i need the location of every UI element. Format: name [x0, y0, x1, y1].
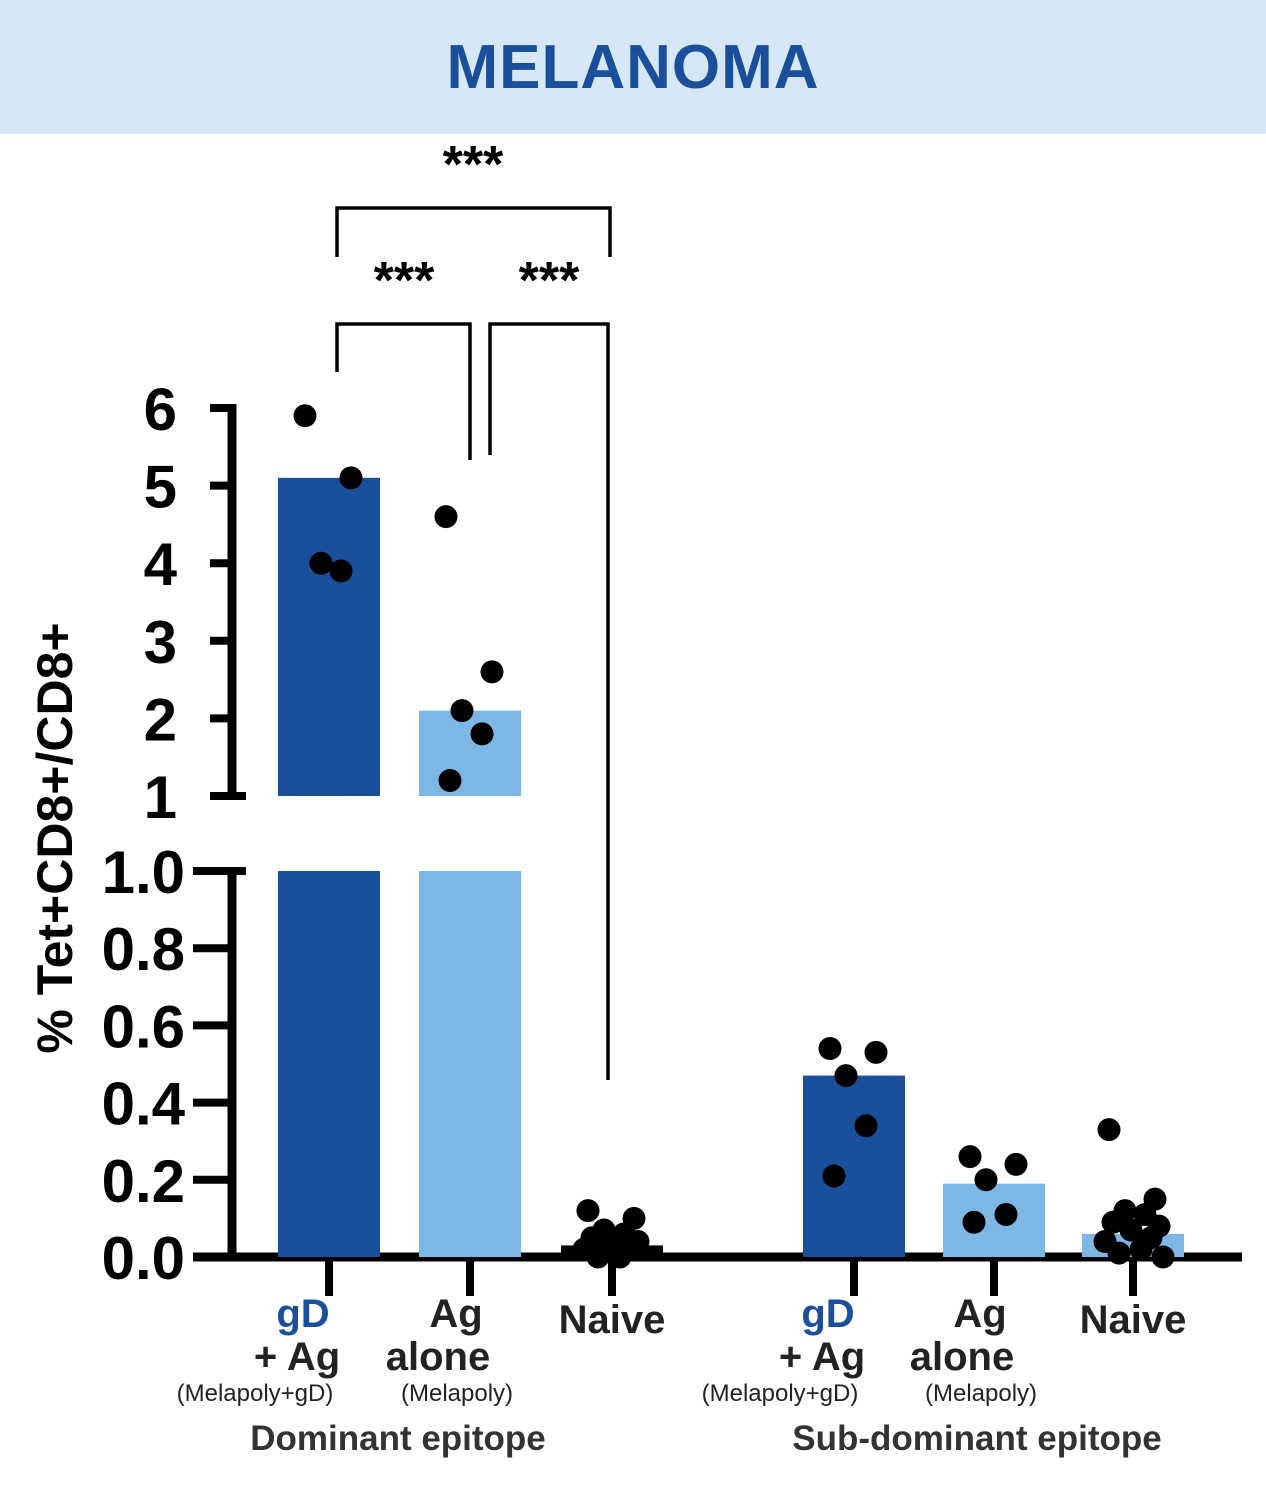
y-tick-label: 4	[144, 531, 178, 598]
data-point	[480, 660, 504, 684]
data-point	[1097, 1118, 1121, 1142]
significance-label: ***	[519, 252, 580, 310]
data-point	[974, 1168, 998, 1192]
bar	[803, 1075, 905, 1257]
data-point	[1151, 1245, 1175, 1269]
data-point	[864, 1040, 888, 1064]
y-tick-label: 5	[144, 454, 177, 521]
bar-lower	[419, 871, 521, 1257]
significance-bracket	[335, 206, 612, 257]
category-sublabel: (Melapoly+gD)	[702, 1380, 859, 1407]
data-point	[1101, 1210, 1125, 1234]
data-point	[1107, 1241, 1131, 1265]
bar-upper	[278, 477, 380, 796]
y-tick-label: 6	[144, 376, 177, 443]
category-label: + Ag	[779, 1335, 865, 1379]
bar-lower	[278, 871, 380, 1257]
group-label: Dominant epitope	[250, 1419, 546, 1458]
category-label: gD	[276, 1292, 329, 1336]
data-point	[1004, 1152, 1028, 1176]
group-label: Sub-dominant epitope	[792, 1419, 1161, 1458]
data-point	[329, 559, 353, 583]
data-point	[854, 1114, 878, 1138]
data-point	[962, 1210, 986, 1234]
data-point	[834, 1064, 858, 1088]
category-label: + Ag	[254, 1335, 340, 1379]
y-tick-label: 1	[144, 764, 177, 831]
category-label: alone	[386, 1335, 490, 1379]
y-tick-label: 0.6	[102, 993, 185, 1060]
y-tick-label: 0.2	[102, 1148, 185, 1215]
data-point	[1119, 1218, 1143, 1242]
data-point	[434, 505, 458, 529]
data-point	[822, 1164, 846, 1188]
y-tick-label: 0.4	[102, 1071, 186, 1138]
significance-label: ***	[443, 136, 504, 194]
category-sublabel: (Melapoly)	[401, 1380, 513, 1407]
y-tick-label: 3	[144, 609, 177, 676]
category-label: Naive	[1080, 1298, 1187, 1342]
data-point	[576, 1199, 600, 1223]
data-point	[470, 722, 494, 746]
y-tick-label: 2	[144, 686, 177, 753]
category-sublabel: (Melapoly+gD)	[177, 1380, 334, 1407]
category-sublabel: (Melapoly)	[925, 1380, 1037, 1407]
bar-upper	[419, 710, 521, 796]
y-axis-label: % Tet+CD8+/CD8+	[27, 622, 83, 1053]
category-label: alone	[910, 1335, 1014, 1379]
data-point	[958, 1145, 982, 1169]
data-point	[339, 466, 363, 490]
significance-bracket	[488, 322, 610, 1080]
category-label: Naive	[559, 1298, 666, 1342]
y-tick-label: 0.0	[102, 1225, 185, 1292]
category-label: Ag	[429, 1292, 482, 1336]
data-point	[438, 768, 462, 792]
data-point	[450, 699, 474, 723]
data-point	[586, 1245, 610, 1269]
title-banner: MELANOMA	[0, 0, 1266, 134]
data-point	[293, 404, 317, 428]
significance-bracket	[335, 322, 472, 460]
bar	[943, 1183, 1045, 1257]
data-point	[1129, 1237, 1153, 1261]
y-tick-label: 0.8	[102, 916, 185, 983]
significance-label: ***	[374, 252, 435, 310]
data-point	[309, 551, 333, 575]
category-label: Ag	[953, 1292, 1006, 1336]
y-tick-label: 1.0	[102, 839, 185, 906]
category-label: gD	[801, 1292, 854, 1336]
data-point	[818, 1037, 842, 1061]
data-point	[994, 1203, 1018, 1227]
chart-title: MELANOMA	[446, 32, 820, 102]
